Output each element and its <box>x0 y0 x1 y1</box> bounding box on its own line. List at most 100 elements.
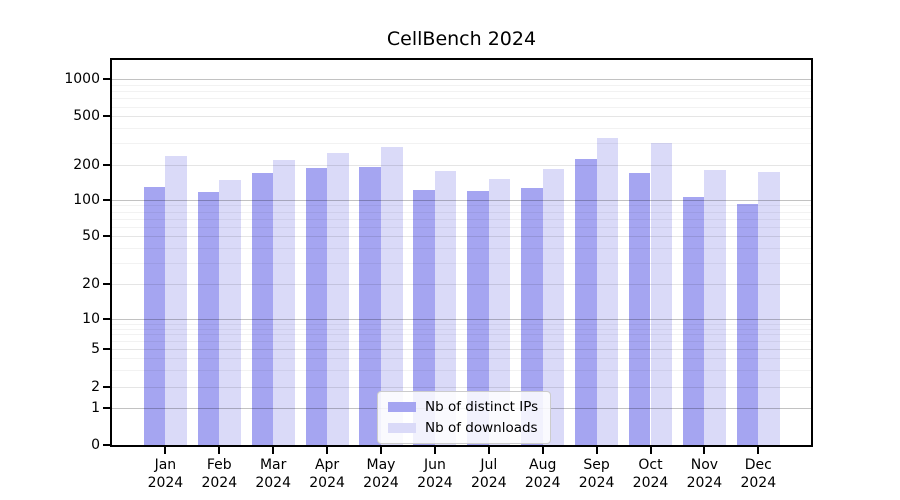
gridline-500 <box>112 116 811 118</box>
bar-downloads-nov <box>704 169 726 445</box>
y-tick-label-500: 500 <box>73 108 100 125</box>
legend-swatch-distinct-ips <box>388 402 416 412</box>
bar-downloads-jan <box>165 155 187 445</box>
x-tick-mark-mar <box>272 447 275 454</box>
y-tick-label-1: 1 <box>91 400 100 416</box>
y-tick-mark-20 <box>103 282 110 285</box>
x-tick-label-line: 2024 <box>201 475 238 491</box>
x-tick-mark-jul <box>487 447 490 454</box>
gridline-minor <box>112 262 811 264</box>
bar-ips-jun <box>413 190 435 445</box>
y-tick-mark-5 <box>103 348 110 350</box>
gridline-minor <box>112 91 811 93</box>
x-tick-label-line: 2024 <box>524 475 561 491</box>
x-tick-label-nov: Nov 2024 <box>672 456 736 492</box>
x-tick-label-line: Dec <box>744 457 772 473</box>
legend-label-downloads: Nb of downloads <box>425 420 538 436</box>
gridline-minor <box>112 247 811 249</box>
gridline-minor <box>112 106 811 108</box>
x-tick-label-line: Mar <box>259 457 287 473</box>
y-tick-mark-200 <box>103 163 110 166</box>
x-tick-label-apr: Apr 2024 <box>295 456 359 492</box>
bar-ips-sep <box>575 159 597 445</box>
bar-downloads-sep <box>596 137 619 445</box>
y-tick-label-200: 200 <box>73 156 100 173</box>
y-tick-mark-1 <box>103 407 110 409</box>
x-tick-mark-aug <box>541 447 544 454</box>
bar-ips-jul <box>467 191 489 445</box>
gridline-minor <box>112 84 811 86</box>
bar-downloads-apr <box>327 153 349 445</box>
bar-downloads-oct <box>650 143 673 445</box>
x-tick-label-may: May 2024 <box>349 456 413 492</box>
gridline-minor <box>112 341 811 343</box>
gridline-minor <box>112 143 811 145</box>
bar-downloads-aug <box>542 168 565 445</box>
x-tick-label-line: Jun <box>423 457 446 473</box>
bar-ips-jan <box>143 186 166 445</box>
gridline-minor <box>112 370 811 372</box>
y-tick-label-1000: 1000 <box>64 71 100 87</box>
gridline-200 <box>112 164 811 166</box>
bar-ips-dec <box>736 203 759 445</box>
x-tick-label-line: 2024 <box>686 475 723 491</box>
y-tick-label-5: 5 <box>91 341 100 357</box>
y-tick-mark-0 <box>103 444 110 446</box>
gridline-minor <box>112 98 811 100</box>
bar-downloads-may <box>381 147 403 445</box>
y-tick-mark-500 <box>103 115 110 118</box>
gridline-minor <box>112 323 811 325</box>
bar-ips-may <box>359 166 381 445</box>
gridline-10 <box>112 319 811 320</box>
bar-ips-mar <box>251 172 274 445</box>
x-tick-label-line: 2024 <box>740 475 777 491</box>
x-tick-label-jul: Jul 2024 <box>457 456 521 492</box>
x-tick-mark-sep <box>595 447 598 454</box>
x-tick-label-line: 2024 <box>578 475 615 491</box>
y-tick-label-20: 20 <box>82 275 100 292</box>
y-tick-mark-50 <box>103 235 110 238</box>
y-tick-mark-10 <box>103 318 110 320</box>
y-tick-mark-2 <box>103 386 110 388</box>
x-tick-label-line: 2024 <box>255 475 291 491</box>
bar-ips-aug <box>521 187 543 445</box>
x-tick-mark-nov <box>703 447 706 454</box>
chart-title: CellBench 2024 <box>386 28 537 50</box>
x-tick-label-line: Feb <box>206 457 232 473</box>
y-tick-label-100: 100 <box>73 192 100 208</box>
x-tick-label-mar: Mar 2024 <box>241 456 305 492</box>
x-tick-label-line: 2024 <box>147 475 184 491</box>
y-tick-label-0: 0 <box>91 437 100 453</box>
x-tick-label-line: Nov <box>690 457 719 473</box>
legend: Nb of distinct IPs Nb of downloads <box>377 391 552 444</box>
y-tick-label-10: 10 <box>82 311 100 327</box>
x-tick-label-line: May <box>366 457 396 473</box>
x-tick-label-line: 2024 <box>417 475 453 491</box>
x-tick-label-line: Jan <box>154 457 177 473</box>
y-tick-mark-100 <box>103 199 110 201</box>
gridline-100 <box>112 200 811 201</box>
x-tick-label-line: Apr <box>314 457 340 473</box>
x-tick-mark-dec <box>757 447 760 454</box>
bar-downloads-jun <box>434 171 457 445</box>
x-tick-label-line: 2024 <box>470 475 507 491</box>
legend-item-distinct-ips: Nb of distinct IPs <box>388 398 538 416</box>
legend-label-distinct-ips: Nb of distinct IPs <box>425 399 539 415</box>
bar-downloads-dec <box>758 172 780 445</box>
x-tick-label-line: Sep <box>583 457 610 473</box>
bar-ips-feb <box>197 191 220 445</box>
x-tick-label-line: Aug <box>529 457 557 473</box>
gridline-minor <box>112 334 811 336</box>
bar-ips-apr <box>305 168 328 445</box>
x-tick-label-oct: Oct 2024 <box>619 456 683 492</box>
x-tick-mark-oct <box>649 447 652 454</box>
x-tick-label-line: 2024 <box>632 475 669 491</box>
x-tick-label-jan: Jan 2024 <box>133 456 197 492</box>
gridline-minor <box>112 328 811 330</box>
x-tick-label-line: 2024 <box>363 475 399 491</box>
gridline-1000 <box>112 79 811 80</box>
bar-downloads-feb <box>219 179 241 445</box>
legend-swatch-downloads <box>388 423 416 433</box>
